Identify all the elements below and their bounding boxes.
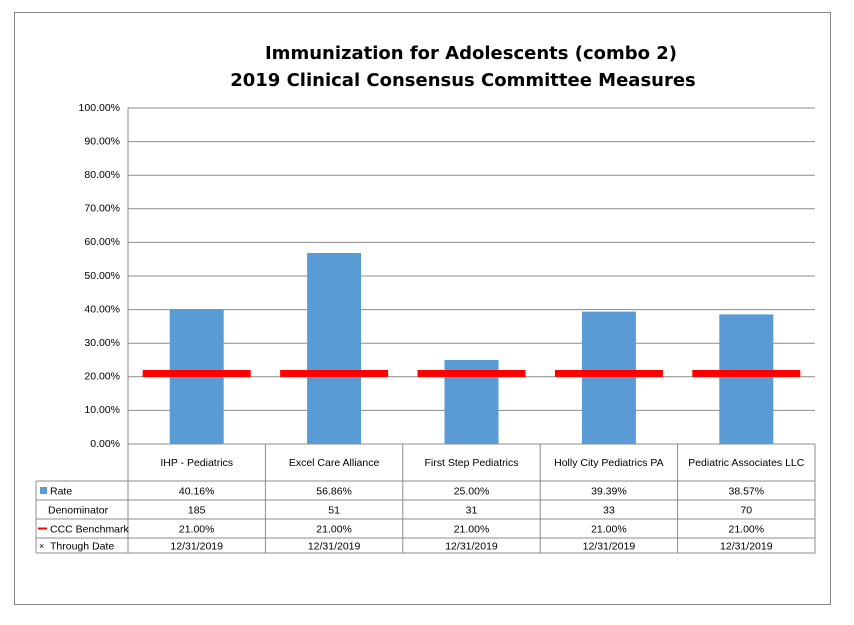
table-value: 25.00% (454, 485, 490, 497)
table-value: 38.57% (728, 485, 764, 497)
table-value: 51 (328, 504, 340, 516)
y-tick-label: 100.00% (79, 102, 120, 114)
legend-label: Denominator (48, 504, 109, 516)
chart-border (14, 12, 831, 605)
category-label: Holly City Pediatrics PA (554, 456, 664, 469)
y-tick-label: 10.00% (84, 404, 120, 416)
table-value: 21.00% (179, 523, 215, 535)
bar (719, 314, 774, 444)
y-tick-label: 50.00% (84, 270, 120, 282)
category-label: First Step Pediatrics (424, 456, 519, 469)
category-label-box: First Step Pediatrics (424, 456, 519, 469)
table-value: 56.86% (316, 485, 352, 497)
table-value: 39.39% (591, 485, 627, 497)
table-value: 12/31/2019 (308, 540, 361, 552)
table-value: 40.16% (179, 485, 215, 497)
chart-title: Immunization for Adolescents (combo 2) (265, 43, 677, 64)
y-tick-label: 60.00% (84, 236, 120, 248)
category-label-box: Holly City Pediatrics PA (554, 456, 664, 469)
bar (581, 311, 636, 444)
table-value: 21.00% (591, 523, 627, 535)
table-value: 31 (466, 504, 478, 516)
category-label-box: Pediatric Associates LLC (688, 456, 805, 469)
chart-subtitle: 2019 Clinical Consensus Committee Measur… (230, 70, 696, 91)
table-value: 21.00% (728, 523, 764, 535)
legend-label: Rate (50, 485, 72, 497)
y-tick-label: 20.00% (84, 371, 120, 383)
table-value: 185 (188, 504, 206, 516)
category-label-box: Excel Care Alliance (288, 456, 380, 469)
y-tick-label: 30.00% (84, 337, 120, 349)
table-value: 12/31/2019 (170, 540, 223, 552)
y-tick-label: 80.00% (84, 169, 120, 181)
category-label: Pediatric Associates LLC (688, 456, 805, 469)
table-value: 21.00% (454, 523, 490, 535)
legend-label: CCC Benchmark (50, 523, 130, 535)
legend-key: × (39, 541, 44, 551)
table-value: 12/31/2019 (720, 540, 773, 552)
bar (307, 252, 362, 444)
table-value: 33 (603, 504, 615, 516)
y-tick-label: 40.00% (84, 303, 120, 315)
y-tick-label: 0.00% (90, 438, 120, 450)
category-label: IHP - Pediatrics (160, 456, 234, 469)
category-label: Excel Care Alliance (288, 456, 380, 469)
y-tick-label: 90.00% (84, 135, 120, 147)
table-value: 21.00% (316, 523, 352, 535)
legend-label: Through Date (50, 540, 114, 552)
table-value: 12/31/2019 (583, 540, 636, 552)
category-label-box: IHP - Pediatrics (160, 456, 234, 469)
y-tick-label: 70.00% (84, 203, 120, 215)
table-value: 12/31/2019 (445, 540, 498, 552)
table-value: 70 (740, 504, 752, 516)
legend-key (40, 487, 47, 494)
